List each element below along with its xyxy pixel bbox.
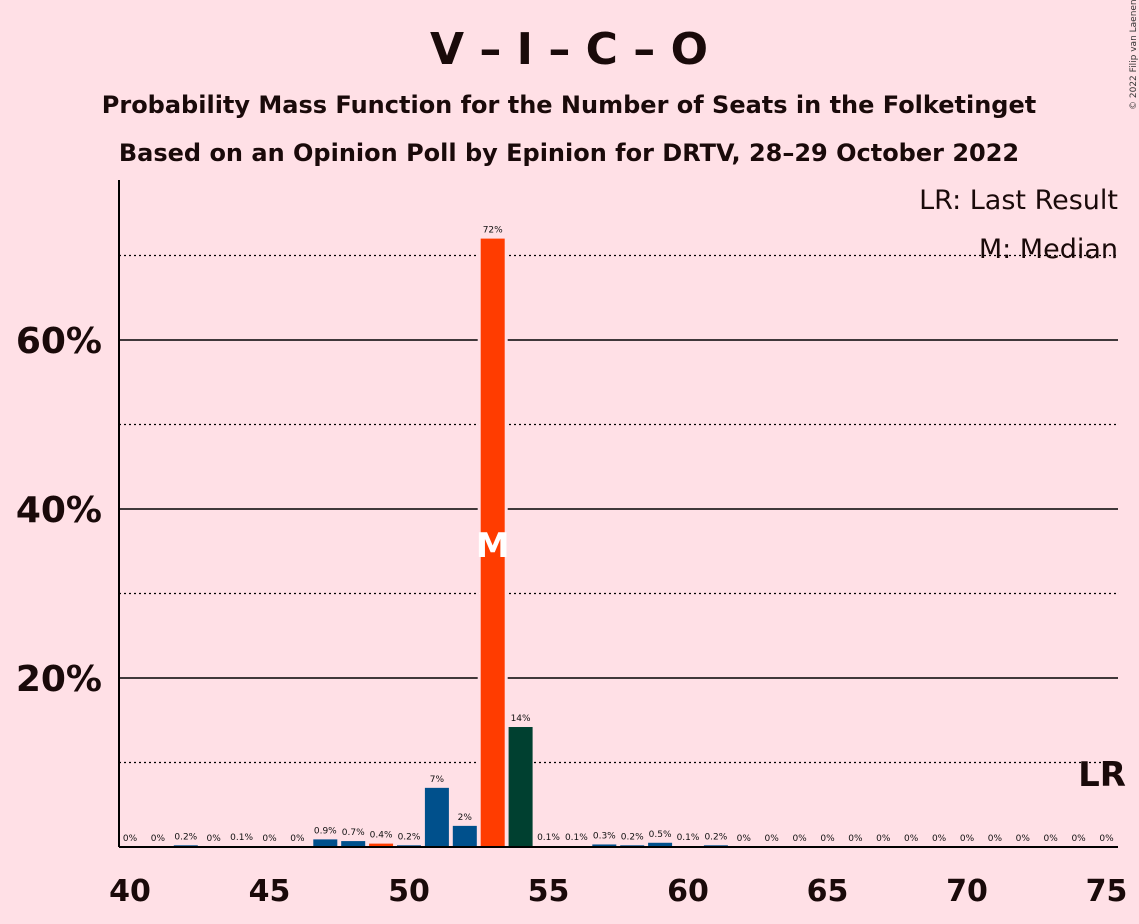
median-marker: M — [476, 526, 510, 566]
bar-label-69: 0% — [932, 834, 947, 844]
bar-label-49: 0.4% — [370, 831, 393, 841]
bar-labels: 0% 0% 0.2% 0% 0.1% 0% 0% 0.9% 0.7% 0.4% 0.2% 7% 2% 72… — [123, 226, 1114, 844]
gridlines — [119, 254, 1118, 764]
legend-median: M: Median — [979, 234, 1118, 265]
ticks: 40 45 50 55 60 65 70 75 20% 40% 60% — [16, 321, 1128, 909]
bar-label-59: 0.5% — [649, 830, 672, 840]
y-tick-label: 60% — [16, 321, 102, 362]
last-result-marker: LR — [1078, 755, 1126, 795]
bar-label-50: 0.2% — [398, 832, 421, 842]
bar-label-40: 0% — [123, 834, 138, 844]
bar-label-72: 0% — [1016, 834, 1031, 844]
x-tick-label: 45 — [249, 874, 291, 909]
chart-subtitle-1: Probability Mass Function for the Number… — [102, 91, 1036, 119]
bar-seat-48 — [341, 841, 366, 847]
x-tick-label: 40 — [109, 874, 151, 909]
bar-label-63: 0% — [765, 834, 780, 844]
y-tick-label: 20% — [16, 659, 102, 700]
bar-label-41: 0% — [151, 834, 166, 844]
bar-label-62: 0% — [737, 834, 752, 844]
legend-last-result: LR: Last Result — [919, 185, 1118, 216]
bar-label-71: 0% — [988, 834, 1003, 844]
bar-label-42: 0.2% — [174, 832, 197, 842]
y-tick-label: 40% — [16, 490, 102, 531]
x-tick-label: 70 — [946, 874, 988, 909]
bar-label-75: 0% — [1099, 834, 1114, 844]
bar-label-70: 0% — [960, 834, 975, 844]
x-tick-label: 60 — [667, 874, 709, 909]
bar-label-73: 0% — [1044, 834, 1059, 844]
bar-label-55: 0.1% — [537, 833, 560, 843]
bar-label-51: 7% — [430, 775, 445, 785]
bar-label-46: 0% — [290, 834, 305, 844]
bar-seat-57 — [592, 844, 617, 847]
bar-label-60: 0.1% — [677, 833, 700, 843]
bar-label-44: 0.1% — [230, 833, 253, 843]
x-tick-label: 65 — [807, 874, 849, 909]
x-tick-label: 50 — [388, 874, 430, 909]
bar-seat-59 — [648, 842, 673, 847]
bar-label-52: 2% — [458, 813, 473, 823]
bar-label-74: 0% — [1071, 834, 1086, 844]
bars — [173, 237, 728, 848]
x-tick-label: 75 — [1086, 874, 1128, 909]
bar-label-57: 0.3% — [593, 831, 616, 841]
bar-seat-51 — [424, 787, 449, 847]
bar-label-45: 0% — [262, 834, 277, 844]
bar-label-58: 0.2% — [621, 832, 644, 842]
bar-label-66: 0% — [848, 834, 863, 844]
bar-seat-49 — [369, 843, 394, 847]
bar-label-53: 72% — [483, 226, 503, 236]
bar-label-54: 14% — [511, 714, 531, 724]
bar-label-64: 0% — [792, 834, 807, 844]
bar-label-65: 0% — [820, 834, 835, 844]
chart-subtitle-2: Based on an Opinion Poll by Epinion for … — [119, 139, 1019, 167]
axes — [118, 180, 1118, 848]
chart-title: V – I – C – O — [430, 24, 708, 75]
bar-seat-52 — [452, 825, 477, 847]
x-tick-label: 55 — [528, 874, 570, 909]
bar-seat-53 — [480, 238, 505, 848]
bar-label-43: 0% — [207, 834, 222, 844]
bar-label-67: 0% — [876, 834, 891, 844]
bar-label-47: 0.9% — [314, 826, 337, 836]
copyright-note: © 2022 Filip van Laenen — [1129, 0, 1139, 110]
bar-label-56: 0.1% — [565, 833, 588, 843]
bar-seat-54 — [508, 727, 533, 847]
bar-label-61: 0.2% — [704, 832, 727, 842]
bar-label-68: 0% — [904, 834, 919, 844]
bar-label-48: 0.7% — [342, 828, 365, 838]
bar-seat-47 — [313, 839, 338, 847]
